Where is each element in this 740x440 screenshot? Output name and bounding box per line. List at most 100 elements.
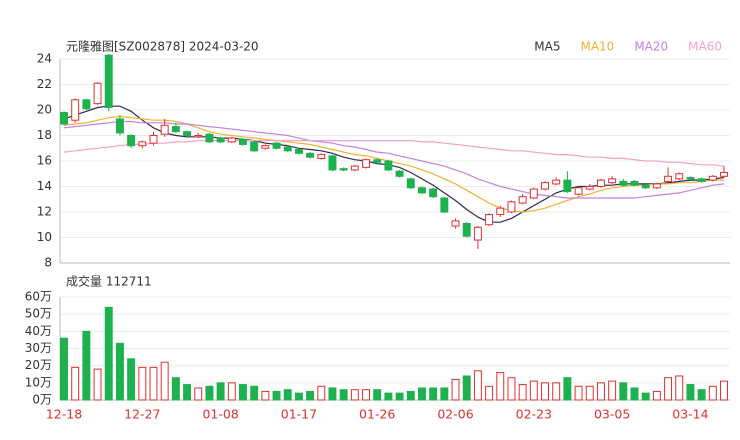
volume-bar <box>205 385 214 401</box>
volume-bar <box>462 375 471 401</box>
candle-body <box>362 159 371 168</box>
volume-bar <box>127 358 136 401</box>
candle-body <box>306 152 315 158</box>
volume-bar <box>686 384 695 401</box>
candle-body <box>115 118 124 134</box>
volume-bar <box>183 384 192 401</box>
candle-body <box>563 179 572 193</box>
volume-bar <box>429 387 438 401</box>
candle-body <box>708 175 717 181</box>
volume-bar <box>93 368 102 401</box>
volume-bar <box>306 390 315 401</box>
candle-body <box>127 135 136 147</box>
volume-bar <box>596 382 605 401</box>
y-tick-label: 60万 <box>25 290 52 304</box>
candle-body <box>395 170 404 177</box>
candle-body <box>317 154 326 159</box>
volume-bar <box>384 392 393 401</box>
y-tick-label: 40万 <box>25 324 52 338</box>
candle-body <box>294 149 303 154</box>
candle-body <box>82 99 91 110</box>
volume-bar <box>239 384 247 401</box>
volume-bar <box>529 380 538 401</box>
candle-body <box>585 186 594 190</box>
legend-label: MA60 <box>688 40 722 54</box>
x-tick-label: 12-18 <box>46 407 82 422</box>
volume-bar <box>294 392 303 401</box>
volume-bar <box>417 387 426 401</box>
volume-bar <box>485 385 494 401</box>
legend-label: MA10 <box>580 40 614 54</box>
y-tick-label: 12 <box>37 205 52 219</box>
candle-body <box>429 188 438 198</box>
x-tick-label: 01-26 <box>359 407 395 422</box>
x-tick-label: 03-14 <box>672 407 708 422</box>
candle-body <box>339 168 348 171</box>
y-tick-label: 22 <box>37 77 52 91</box>
volume-bar <box>541 382 549 401</box>
y-tick-label: 24 <box>37 52 52 66</box>
volume-bar <box>272 390 281 401</box>
candle-body <box>216 137 225 143</box>
volume-bar <box>664 377 673 401</box>
volume-bar <box>216 382 225 401</box>
legend-label: MA5 <box>534 40 560 54</box>
volume-bar <box>171 377 180 401</box>
y-tick-label: 30万 <box>25 341 52 355</box>
candle-body <box>227 137 236 143</box>
candle-body <box>373 159 382 163</box>
volume-bar <box>619 382 628 401</box>
candle-body <box>440 197 449 213</box>
candle-body <box>720 171 728 177</box>
volume-title: 成交量 112711 <box>66 274 152 289</box>
volume-bar <box>104 306 113 401</box>
y-tick-label: 16 <box>37 154 52 168</box>
volume-bar <box>395 392 404 401</box>
candle-body <box>406 178 415 189</box>
candle-body <box>518 196 527 204</box>
candle-body <box>171 126 180 133</box>
candle-body <box>104 54 113 108</box>
candle-body <box>350 165 359 171</box>
candle-body <box>93 82 102 105</box>
volume-bar <box>71 366 80 401</box>
volume-bar <box>138 366 147 401</box>
candle-body <box>641 184 650 189</box>
x-tick-label: 02-23 <box>516 407 552 422</box>
volume-bar <box>608 380 617 401</box>
volume-bar <box>362 389 371 401</box>
volume-bar <box>350 389 359 401</box>
volume-bar <box>630 387 639 401</box>
ma-line <box>63 105 725 223</box>
x-tick-label: 02-06 <box>437 407 473 422</box>
volume-bar <box>451 378 460 401</box>
candle-body <box>183 131 192 137</box>
candle-body <box>160 124 169 135</box>
candle-body <box>507 201 516 213</box>
y-tick-label: 0万 <box>32 393 52 407</box>
x-tick-label: 01-17 <box>281 407 317 422</box>
volume-bar <box>373 389 382 401</box>
volume-bar <box>563 377 572 401</box>
candle-body <box>71 99 80 121</box>
x-tick-label: 03-05 <box>594 407 630 422</box>
candle-body <box>261 145 270 149</box>
x-tick-label: 12-27 <box>124 407 160 422</box>
candle-body <box>596 179 605 187</box>
volume-bar <box>227 382 236 401</box>
legend-label: MA20 <box>634 40 668 54</box>
volume-bar <box>149 366 158 401</box>
y-tick-label: 18 <box>37 128 52 142</box>
volume-bar <box>82 330 91 401</box>
candle-body <box>417 187 426 194</box>
volume-bar <box>675 375 684 401</box>
volume-bar <box>473 370 482 401</box>
candle-body <box>462 222 471 237</box>
candle-body <box>529 188 538 199</box>
volume-bar <box>641 392 650 401</box>
candle-body <box>451 220 460 227</box>
volume-bar <box>261 390 270 401</box>
volume-bar <box>339 389 348 401</box>
candle-body <box>272 142 281 149</box>
